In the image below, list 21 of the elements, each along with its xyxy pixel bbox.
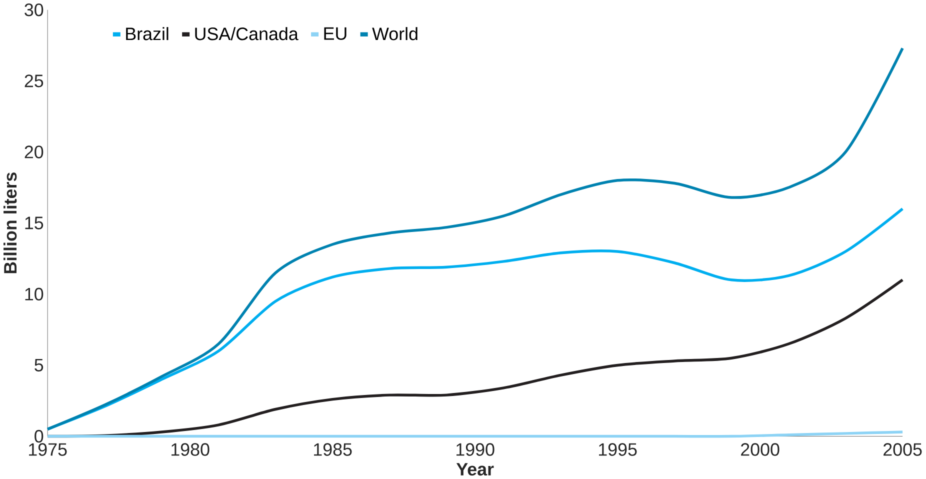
y-axis-title: Billion liters	[4, 172, 17, 274]
line-series	[46, 46, 904, 430]
x-tick-label: 2005	[884, 443, 922, 456]
y-tick-label: 30	[24, 3, 44, 16]
x-axis-title: Year	[456, 463, 494, 476]
y-tick-label: 15	[25, 216, 44, 230]
legend-label: EU	[324, 27, 346, 40]
x-tick-label: 1995	[599, 443, 637, 456]
x-tick-label: 1980	[172, 443, 210, 456]
x-tick-label: 1975	[29, 443, 67, 456]
y-tick-label: 10	[25, 288, 44, 300]
legend-label: World	[372, 27, 418, 40]
legend-label: USA/Canada	[195, 27, 298, 40]
x-tick-label: 1985	[314, 443, 352, 456]
y-tick-label: 0	[34, 430, 44, 443]
legend-label: Brazil	[126, 27, 168, 40]
y-tick-label: 20	[24, 146, 44, 158]
x-tick-label: 2000	[741, 443, 780, 456]
y-tick-label: 5	[34, 358, 44, 372]
x-tick-label: 1990	[456, 443, 494, 456]
y-tick-label: 25	[24, 74, 44, 88]
